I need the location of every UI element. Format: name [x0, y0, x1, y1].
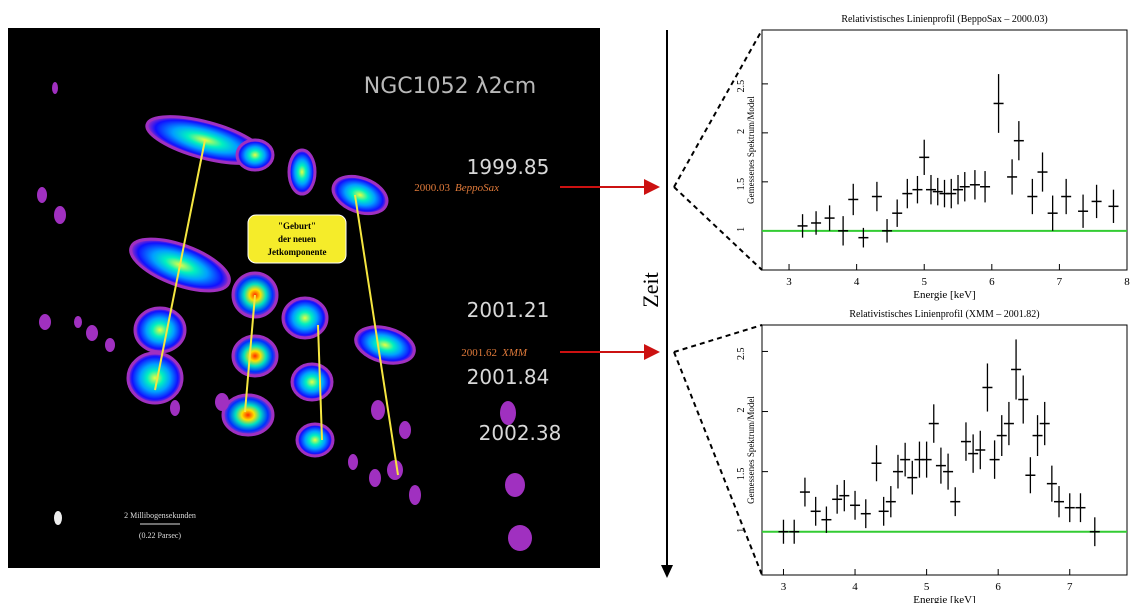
x-tick-label: 7 [1067, 581, 1073, 593]
x-tick-label: 3 [781, 581, 787, 593]
x-tick-label: 4 [852, 581, 858, 593]
y-tick-label: 1.5 [736, 468, 747, 481]
x-tick-label: 6 [989, 276, 995, 288]
x-tick-label: 5 [924, 581, 930, 593]
plot-title: Relativistisches Linienprofil (XMM – 200… [849, 309, 1039, 320]
y-tick-label: 1 [736, 528, 747, 533]
radio-image: NGC1052 λ2cm 1999.85 2001.21 2001.84 200… [8, 28, 600, 568]
x-tick-label: 7 [1057, 276, 1063, 288]
y-tick-label: 2 [736, 129, 747, 134]
timeline-label: Zeit [638, 272, 663, 307]
scale-label: (0.22 Parsec) [139, 531, 182, 540]
x-axis-label: Energie [keV] [913, 289, 975, 301]
y-axis-label: Gemessenes Spektrum/Model [746, 396, 756, 504]
y-tick-label: 2.5 [736, 347, 747, 360]
image-title: NGC1052 λ2cm [364, 74, 536, 99]
epoch: 2001.21 [467, 298, 550, 322]
y-tick-label: 1.5 [736, 178, 747, 191]
observation-mission: XMM [501, 347, 528, 359]
figure: NGC1052 λ2cm 1999.85 2001.21 2001.84 200… [0, 0, 1139, 603]
x-tick-label: 6 [995, 581, 1001, 593]
epoch: 2001.84 [467, 365, 550, 389]
plot-frame [762, 30, 1127, 270]
x-axis-label: Energie [keV] [913, 594, 975, 603]
x-tick-label: 8 [1124, 276, 1130, 288]
x-tick-label: 5 [921, 276, 927, 288]
observation-date: 2001.62 [461, 347, 497, 359]
plot-frame [762, 325, 1127, 575]
x-tick-label: 3 [786, 276, 792, 288]
epoch: 2002.38 [479, 421, 562, 445]
y-tick-label: 2.5 [736, 80, 747, 93]
x-tick-label: 4 [854, 276, 860, 288]
callout-text: der neuen [278, 234, 316, 244]
y-axis-label: Gemessenes Spektrum/Model [746, 96, 756, 204]
spectra: Relativistisches Linienprofil (BeppoSax … [736, 14, 1130, 603]
observation-date: 2000.03 [414, 182, 450, 194]
observation-mission: BeppoSax [455, 182, 499, 194]
callout-text: "Geburt" [278, 221, 316, 231]
y-tick-label: 1 [736, 227, 747, 232]
plot-title: Relativistisches Linienprofil (BeppoSax … [841, 14, 1047, 25]
epoch: 1999.85 [467, 155, 550, 179]
scale-label: 2 Millibogensekunden [124, 511, 196, 520]
callout-text: Jetkomponente [268, 247, 327, 257]
y-tick-label: 2 [736, 408, 747, 413]
